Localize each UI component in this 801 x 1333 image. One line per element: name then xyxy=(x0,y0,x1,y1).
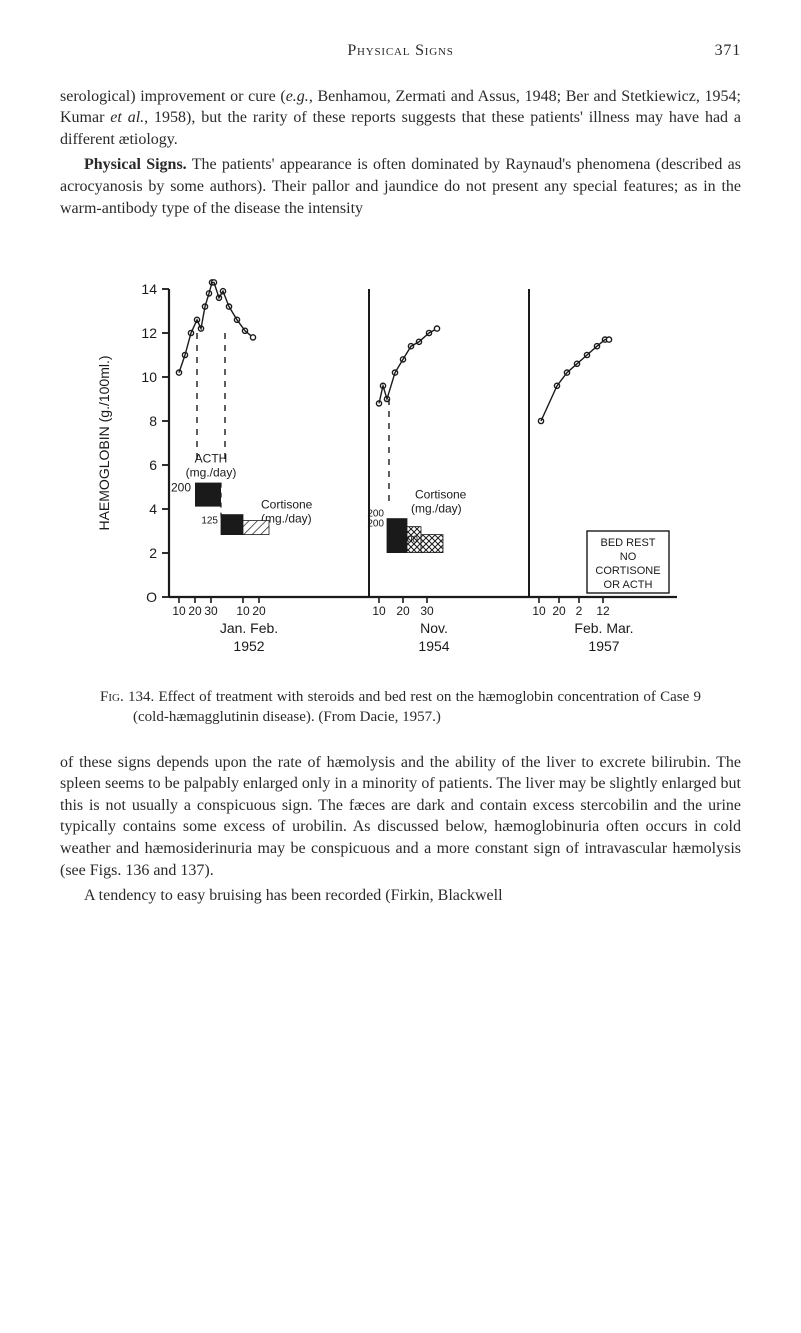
svg-text:OR ACTH: OR ACTH xyxy=(603,579,652,591)
svg-text:(mg./day): (mg./day) xyxy=(411,502,462,516)
svg-text:10: 10 xyxy=(141,369,157,385)
svg-text:2: 2 xyxy=(149,545,157,561)
svg-text:10: 10 xyxy=(172,604,186,618)
svg-text:125: 125 xyxy=(201,516,218,527)
svg-text:200: 200 xyxy=(170,481,190,495)
svg-text:CORTISONE: CORTISONE xyxy=(595,565,660,577)
running-header: Physical Signs 371 xyxy=(60,40,741,62)
svg-text:NO: NO xyxy=(619,551,636,563)
paragraph-3: of these signs depends upon the rate of … xyxy=(60,752,741,882)
svg-text:75: 75 xyxy=(228,522,240,533)
paragraph-4: A tendency to easy bruising has been rec… xyxy=(60,885,741,907)
svg-text:(mg./day): (mg./day) xyxy=(185,466,236,480)
haemoglobin-chart-svg: O2468101214HAEMOGLOBIN (g./100ml.)102030… xyxy=(81,247,721,667)
svg-text:6: 6 xyxy=(149,457,157,473)
svg-text:8: 8 xyxy=(149,413,157,429)
svg-text:1957: 1957 xyxy=(588,638,619,654)
svg-text:14: 14 xyxy=(141,281,157,297)
paragraph-2: Physical Signs. The patients' appearance… xyxy=(60,154,741,219)
svg-text:Cortisone: Cortisone xyxy=(415,488,467,502)
svg-text:ACTH: ACTH xyxy=(194,452,227,466)
page-number: 371 xyxy=(454,40,741,62)
figure-caption: Fig. 134. Effect of treatment with stero… xyxy=(100,687,701,728)
svg-text:20: 20 xyxy=(552,604,566,618)
svg-text:1954: 1954 xyxy=(418,638,449,654)
svg-text:10: 10 xyxy=(372,604,386,618)
paragraph-1: serological) improvement or cure (e.g., … xyxy=(60,86,741,151)
svg-text:12: 12 xyxy=(141,325,157,341)
svg-text:BED REST: BED REST xyxy=(600,537,655,549)
svg-text:Cortisone: Cortisone xyxy=(261,498,313,512)
svg-text:200: 200 xyxy=(367,519,384,530)
leadin-physical-signs: Physical Signs. xyxy=(84,156,187,173)
svg-text:2: 2 xyxy=(575,604,582,618)
svg-text:200: 200 xyxy=(367,509,384,520)
svg-text:1952: 1952 xyxy=(233,638,264,654)
svg-text:20: 20 xyxy=(188,604,202,618)
svg-text:O: O xyxy=(146,589,157,605)
svg-text:20: 20 xyxy=(252,604,266,618)
svg-text:20: 20 xyxy=(396,604,410,618)
svg-text:30: 30 xyxy=(420,604,434,618)
header-title: Physical Signs xyxy=(347,40,453,62)
svg-text:30: 30 xyxy=(204,604,218,618)
svg-text:10: 10 xyxy=(532,604,546,618)
svg-text:Feb. Mar.: Feb. Mar. xyxy=(574,620,633,636)
svg-text:Jan. Feb.: Jan. Feb. xyxy=(219,620,277,636)
figure-134-chart: O2468101214HAEMOGLOBIN (g./100ml.)102030… xyxy=(60,247,741,667)
svg-text:12: 12 xyxy=(596,604,610,618)
svg-text:HAEMOGLOBIN (g./100ml.): HAEMOGLOBIN (g./100ml.) xyxy=(96,356,112,531)
svg-text:10: 10 xyxy=(236,604,250,618)
svg-text:Nov.: Nov. xyxy=(420,620,448,636)
svg-text:4: 4 xyxy=(149,501,157,517)
svg-text:100: 100 xyxy=(401,535,418,546)
